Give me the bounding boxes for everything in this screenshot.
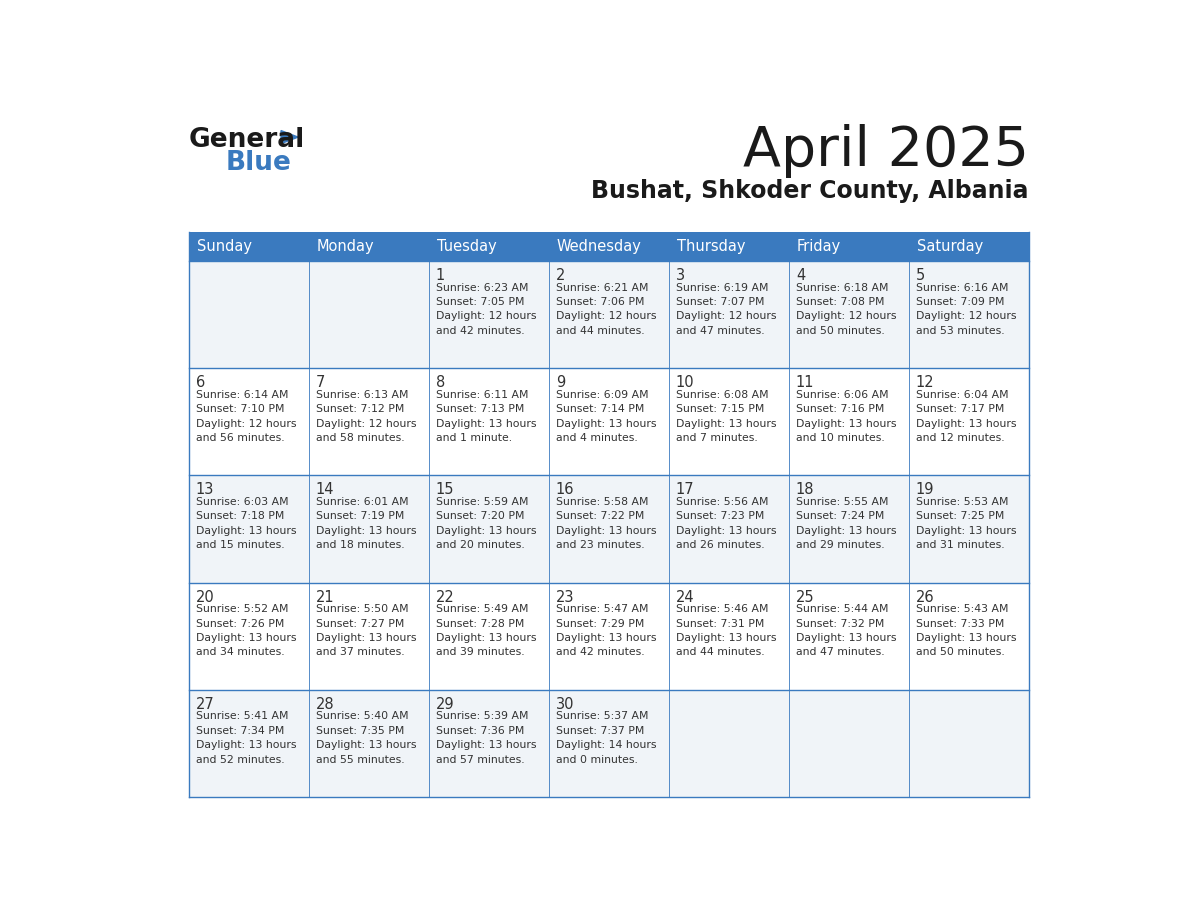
Text: Sunrise: 5:47 AM
Sunset: 7:29 PM
Daylight: 13 hours
and 42 minutes.: Sunrise: 5:47 AM Sunset: 7:29 PM Dayligh…: [556, 604, 656, 657]
Text: Sunrise: 6:01 AM
Sunset: 7:19 PM
Daylight: 13 hours
and 18 minutes.: Sunrise: 6:01 AM Sunset: 7:19 PM Dayligh…: [316, 497, 416, 550]
Text: Sunrise: 6:08 AM
Sunset: 7:15 PM
Daylight: 13 hours
and 7 minutes.: Sunrise: 6:08 AM Sunset: 7:15 PM Dayligh…: [676, 390, 776, 443]
Text: 1: 1: [436, 268, 446, 283]
Text: 28: 28: [316, 697, 334, 711]
Text: 20: 20: [196, 589, 215, 605]
Bar: [429, 232, 549, 261]
Text: Sunrise: 5:46 AM
Sunset: 7:31 PM
Daylight: 13 hours
and 44 minutes.: Sunrise: 5:46 AM Sunset: 7:31 PM Dayligh…: [676, 604, 776, 657]
Text: 4: 4: [796, 268, 805, 283]
Text: 7: 7: [316, 375, 326, 390]
Text: 15: 15: [436, 482, 454, 498]
Text: April 2025: April 2025: [742, 124, 1029, 178]
Text: Sunrise: 6:09 AM
Sunset: 7:14 PM
Daylight: 13 hours
and 4 minutes.: Sunrise: 6:09 AM Sunset: 7:14 PM Dayligh…: [556, 390, 656, 443]
Text: Sunrise: 6:04 AM
Sunset: 7:17 PM
Daylight: 13 hours
and 12 minutes.: Sunrise: 6:04 AM Sunset: 7:17 PM Dayligh…: [916, 390, 1017, 443]
Text: 2: 2: [556, 268, 565, 283]
Text: 8: 8: [436, 375, 446, 390]
Text: Sunrise: 6:11 AM
Sunset: 7:13 PM
Daylight: 13 hours
and 1 minute.: Sunrise: 6:11 AM Sunset: 7:13 PM Dayligh…: [436, 390, 536, 443]
Text: Sunrise: 5:39 AM
Sunset: 7:36 PM
Daylight: 13 hours
and 57 minutes.: Sunrise: 5:39 AM Sunset: 7:36 PM Dayligh…: [436, 711, 536, 765]
Text: Sunrise: 6:21 AM
Sunset: 7:06 PM
Daylight: 12 hours
and 44 minutes.: Sunrise: 6:21 AM Sunset: 7:06 PM Dayligh…: [556, 283, 656, 336]
Bar: [189, 232, 309, 261]
Text: Sunrise: 5:50 AM
Sunset: 7:27 PM
Daylight: 13 hours
and 37 minutes.: Sunrise: 5:50 AM Sunset: 7:27 PM Dayligh…: [316, 604, 416, 657]
Bar: [789, 232, 909, 261]
Bar: [669, 232, 789, 261]
Text: Sunday: Sunday: [196, 239, 252, 254]
Bar: [189, 689, 1029, 797]
Polygon shape: [282, 130, 298, 143]
Bar: [309, 232, 429, 261]
Text: 19: 19: [916, 482, 934, 498]
Text: 29: 29: [436, 697, 455, 711]
Text: General: General: [189, 127, 305, 153]
Text: Sunrise: 6:03 AM
Sunset: 7:18 PM
Daylight: 13 hours
and 15 minutes.: Sunrise: 6:03 AM Sunset: 7:18 PM Dayligh…: [196, 497, 296, 550]
Text: 16: 16: [556, 482, 574, 498]
Bar: [909, 232, 1029, 261]
Text: Blue: Blue: [226, 151, 291, 176]
Text: Monday: Monday: [316, 239, 374, 254]
Bar: [189, 368, 1029, 476]
Text: 9: 9: [556, 375, 565, 390]
Text: 13: 13: [196, 482, 214, 498]
Text: 22: 22: [436, 589, 455, 605]
Text: Sunrise: 6:14 AM
Sunset: 7:10 PM
Daylight: 12 hours
and 56 minutes.: Sunrise: 6:14 AM Sunset: 7:10 PM Dayligh…: [196, 390, 296, 443]
Text: Sunrise: 6:13 AM
Sunset: 7:12 PM
Daylight: 12 hours
and 58 minutes.: Sunrise: 6:13 AM Sunset: 7:12 PM Dayligh…: [316, 390, 416, 443]
Text: Sunrise: 5:43 AM
Sunset: 7:33 PM
Daylight: 13 hours
and 50 minutes.: Sunrise: 5:43 AM Sunset: 7:33 PM Dayligh…: [916, 604, 1017, 657]
Text: Bushat, Shkoder County, Albania: Bushat, Shkoder County, Albania: [592, 179, 1029, 204]
Text: 6: 6: [196, 375, 206, 390]
Text: Sunrise: 5:55 AM
Sunset: 7:24 PM
Daylight: 13 hours
and 29 minutes.: Sunrise: 5:55 AM Sunset: 7:24 PM Dayligh…: [796, 497, 897, 550]
Text: Sunrise: 5:58 AM
Sunset: 7:22 PM
Daylight: 13 hours
and 23 minutes.: Sunrise: 5:58 AM Sunset: 7:22 PM Dayligh…: [556, 497, 656, 550]
Text: 18: 18: [796, 482, 814, 498]
Bar: [189, 476, 1029, 583]
Text: Sunrise: 5:53 AM
Sunset: 7:25 PM
Daylight: 13 hours
and 31 minutes.: Sunrise: 5:53 AM Sunset: 7:25 PM Dayligh…: [916, 497, 1017, 550]
Bar: [189, 583, 1029, 689]
Text: 3: 3: [676, 268, 685, 283]
Text: 12: 12: [916, 375, 935, 390]
Text: Sunrise: 5:59 AM
Sunset: 7:20 PM
Daylight: 13 hours
and 20 minutes.: Sunrise: 5:59 AM Sunset: 7:20 PM Dayligh…: [436, 497, 536, 550]
Text: Tuesday: Tuesday: [436, 239, 497, 254]
Text: Sunrise: 5:52 AM
Sunset: 7:26 PM
Daylight: 13 hours
and 34 minutes.: Sunrise: 5:52 AM Sunset: 7:26 PM Dayligh…: [196, 604, 296, 657]
Text: Sunrise: 5:37 AM
Sunset: 7:37 PM
Daylight: 14 hours
and 0 minutes.: Sunrise: 5:37 AM Sunset: 7:37 PM Dayligh…: [556, 711, 656, 765]
Text: 24: 24: [676, 589, 695, 605]
Text: Sunrise: 5:49 AM
Sunset: 7:28 PM
Daylight: 13 hours
and 39 minutes.: Sunrise: 5:49 AM Sunset: 7:28 PM Dayligh…: [436, 604, 536, 657]
Text: Sunrise: 6:19 AM
Sunset: 7:07 PM
Daylight: 12 hours
and 47 minutes.: Sunrise: 6:19 AM Sunset: 7:07 PM Dayligh…: [676, 283, 776, 336]
Text: Sunrise: 6:18 AM
Sunset: 7:08 PM
Daylight: 12 hours
and 50 minutes.: Sunrise: 6:18 AM Sunset: 7:08 PM Dayligh…: [796, 283, 897, 336]
Text: 21: 21: [316, 589, 334, 605]
Text: Sunrise: 5:56 AM
Sunset: 7:23 PM
Daylight: 13 hours
and 26 minutes.: Sunrise: 5:56 AM Sunset: 7:23 PM Dayligh…: [676, 497, 776, 550]
Text: Sunrise: 6:16 AM
Sunset: 7:09 PM
Daylight: 12 hours
and 53 minutes.: Sunrise: 6:16 AM Sunset: 7:09 PM Dayligh…: [916, 283, 1017, 336]
Text: Sunrise: 6:23 AM
Sunset: 7:05 PM
Daylight: 12 hours
and 42 minutes.: Sunrise: 6:23 AM Sunset: 7:05 PM Dayligh…: [436, 283, 536, 336]
Text: 11: 11: [796, 375, 814, 390]
Text: Sunrise: 5:41 AM
Sunset: 7:34 PM
Daylight: 13 hours
and 52 minutes.: Sunrise: 5:41 AM Sunset: 7:34 PM Dayligh…: [196, 711, 296, 765]
Text: 17: 17: [676, 482, 695, 498]
Bar: [189, 261, 1029, 368]
Text: Friday: Friday: [797, 239, 841, 254]
Text: Thursday: Thursday: [677, 239, 745, 254]
Text: 5: 5: [916, 268, 925, 283]
Text: Saturday: Saturday: [917, 239, 982, 254]
Text: Sunrise: 5:40 AM
Sunset: 7:35 PM
Daylight: 13 hours
and 55 minutes.: Sunrise: 5:40 AM Sunset: 7:35 PM Dayligh…: [316, 711, 416, 765]
Text: Sunrise: 6:06 AM
Sunset: 7:16 PM
Daylight: 13 hours
and 10 minutes.: Sunrise: 6:06 AM Sunset: 7:16 PM Dayligh…: [796, 390, 897, 443]
Text: 25: 25: [796, 589, 815, 605]
Text: 27: 27: [196, 697, 215, 711]
Bar: [549, 232, 669, 261]
Text: Wednesday: Wednesday: [557, 239, 642, 254]
Text: 26: 26: [916, 589, 935, 605]
Text: 14: 14: [316, 482, 334, 498]
Text: 23: 23: [556, 589, 574, 605]
Text: 10: 10: [676, 375, 695, 390]
Text: Sunrise: 5:44 AM
Sunset: 7:32 PM
Daylight: 13 hours
and 47 minutes.: Sunrise: 5:44 AM Sunset: 7:32 PM Dayligh…: [796, 604, 897, 657]
Text: 30: 30: [556, 697, 574, 711]
